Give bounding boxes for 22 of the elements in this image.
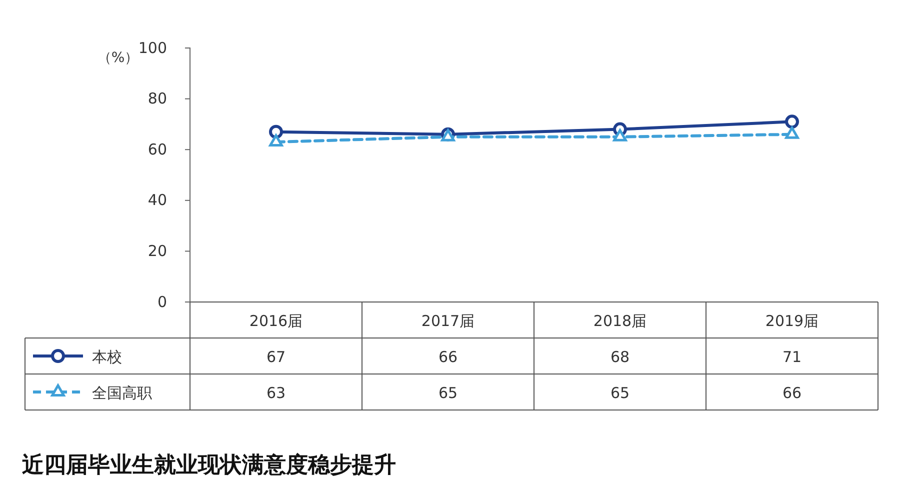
data-label: 66 xyxy=(438,348,458,366)
data-label: 71 xyxy=(782,348,802,366)
y-tick-label: 40 xyxy=(148,191,167,210)
legend-label: 全国高职 xyxy=(92,384,152,402)
x-tick-label: 2016届 xyxy=(249,312,303,330)
y-tick-label: 20 xyxy=(148,242,167,260)
y-axis-title: （%） xyxy=(97,50,139,66)
x-tick-label: 2018届 xyxy=(593,312,647,330)
x-tick-label: 2017届 xyxy=(421,312,475,330)
y-tick-label: 0 xyxy=(157,292,167,311)
data-label: 66 xyxy=(782,384,802,402)
legend-label: 本校 xyxy=(92,348,122,366)
data-label: 68 xyxy=(610,348,630,366)
y-tick-label: 80 xyxy=(148,90,167,108)
data-label: 65 xyxy=(610,384,630,402)
text: 近四届毕业生就业现状满意度稳步提升 xyxy=(21,452,396,478)
x-tick-label: 2019届 xyxy=(765,312,819,330)
data-label: 63 xyxy=(266,384,286,402)
data-label: 65 xyxy=(438,384,458,402)
y-tick-label: 100 xyxy=(138,38,167,57)
data-label: 67 xyxy=(266,348,286,366)
y-tick-label: 60 xyxy=(148,140,167,158)
